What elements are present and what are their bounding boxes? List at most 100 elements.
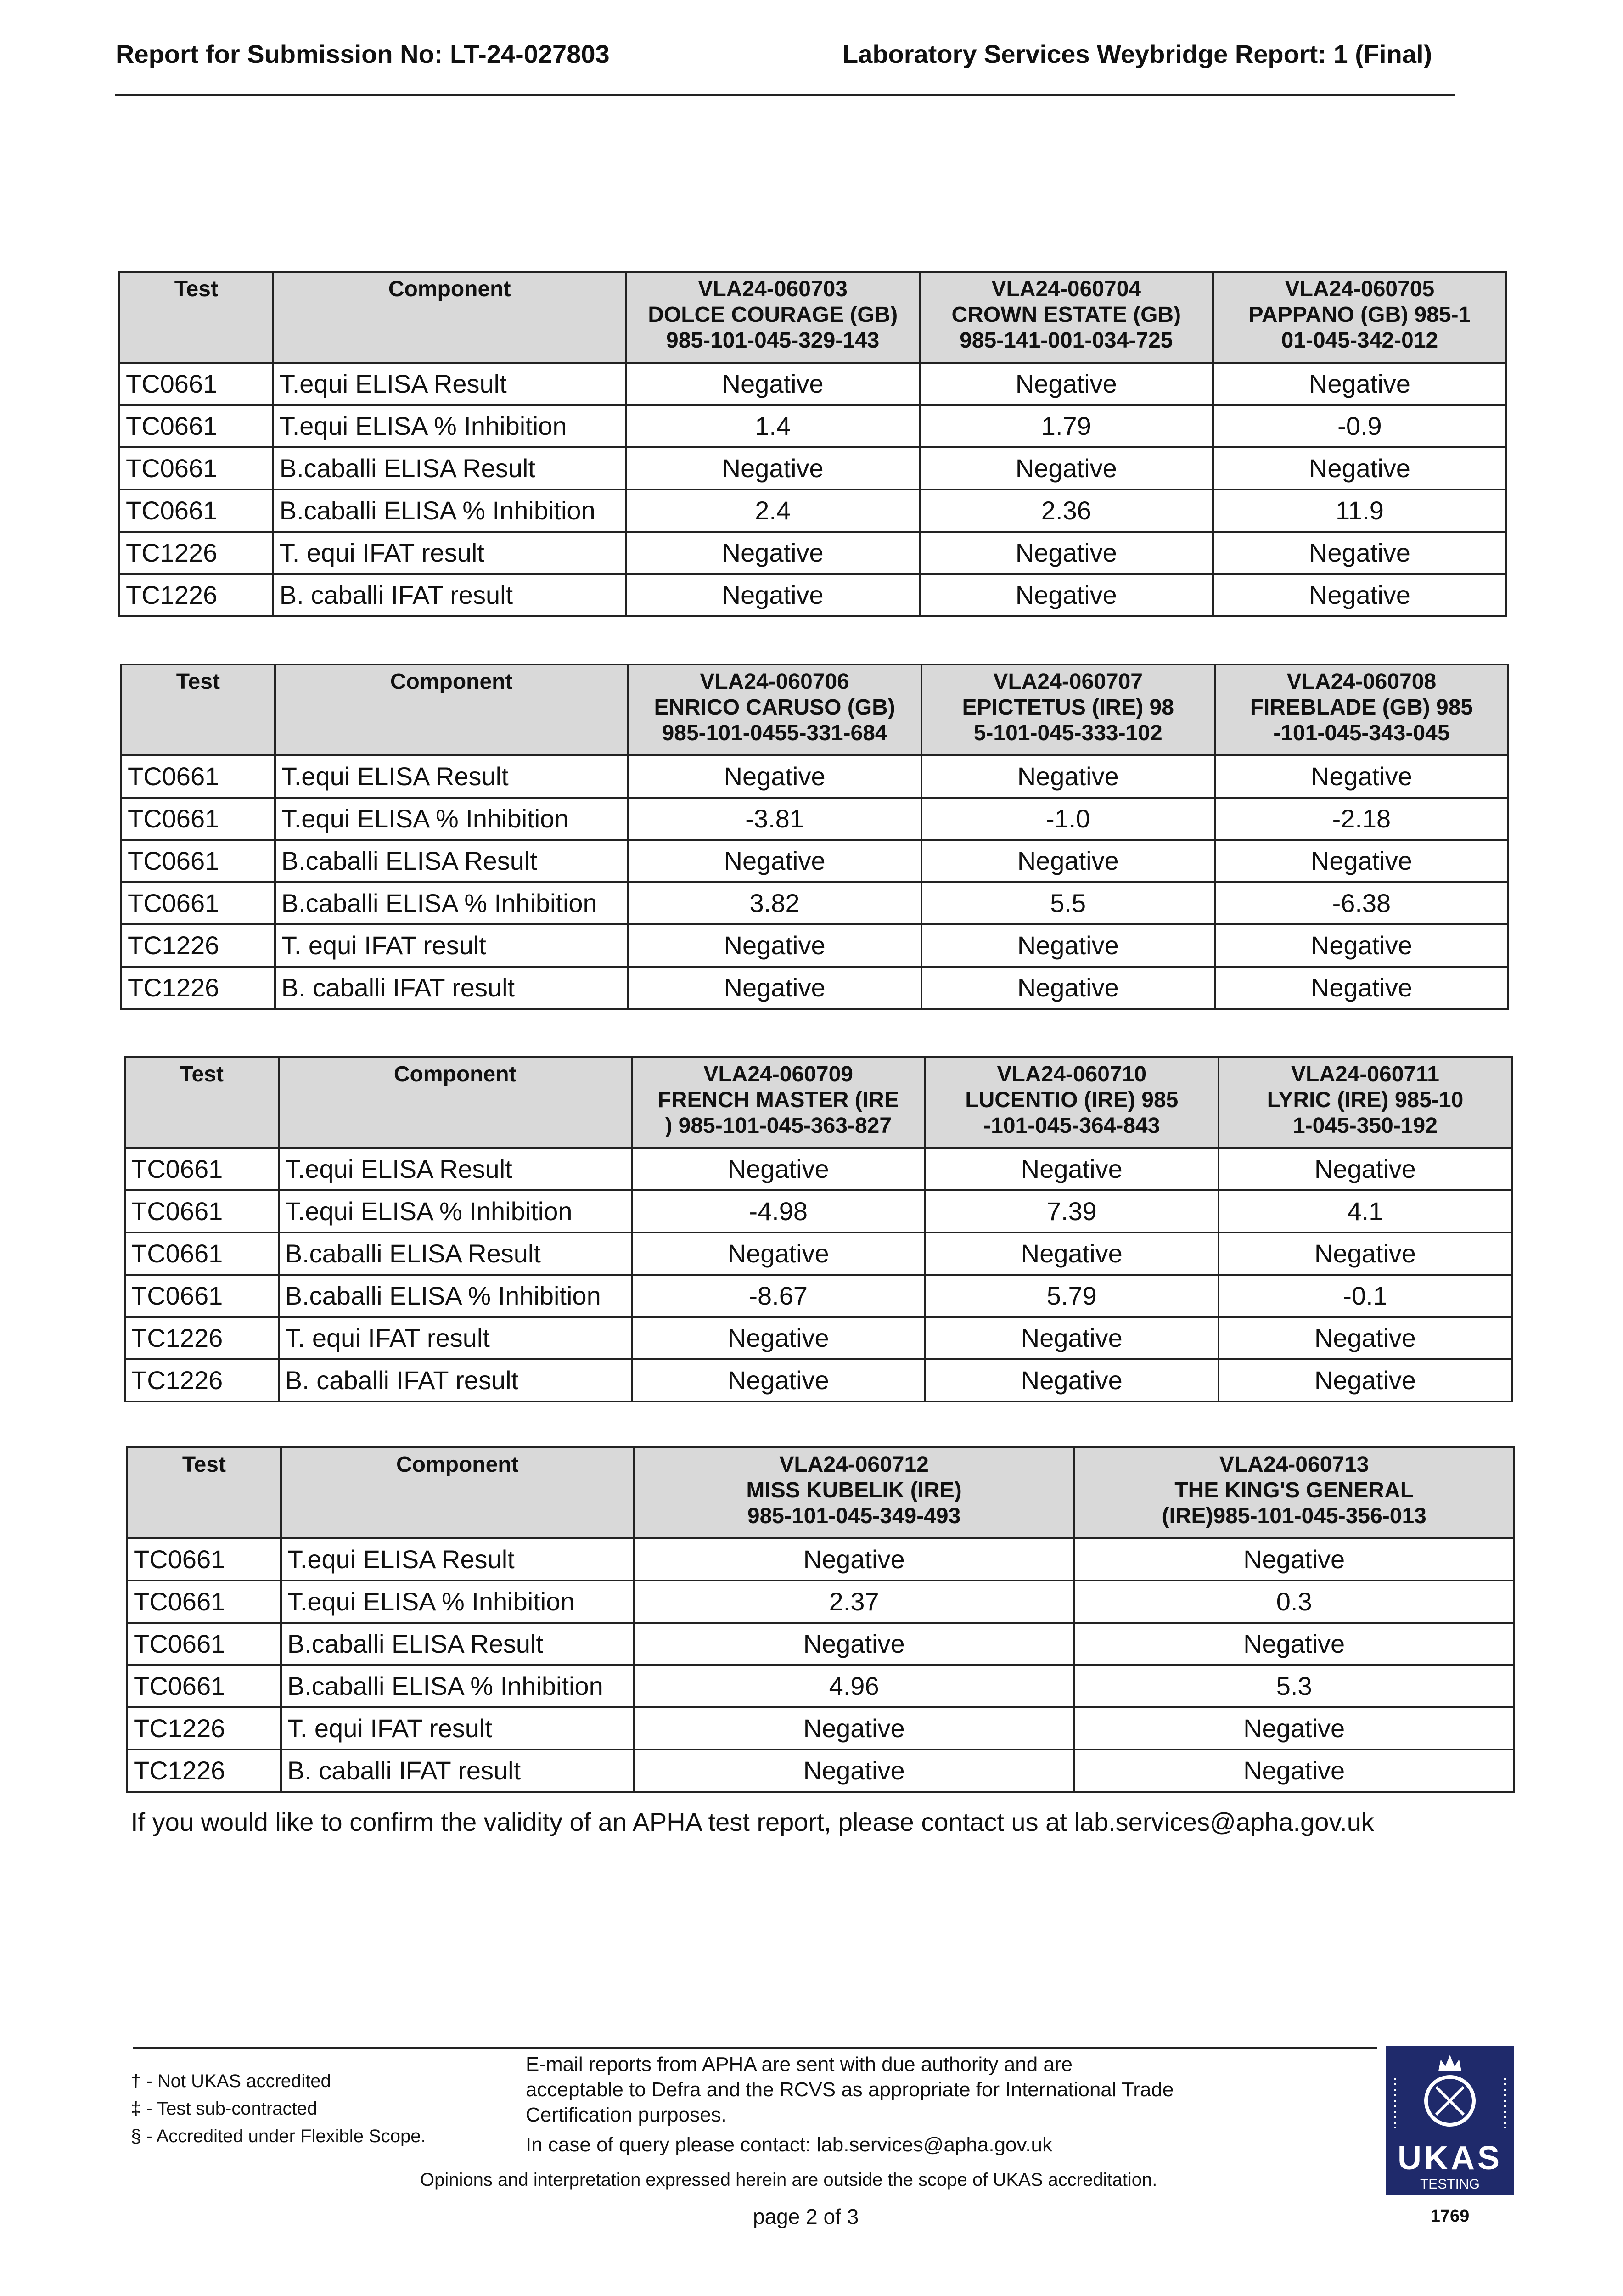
table-row: TC0661 B.caballi ELISA Result Negative Neg… [124, 1232, 1513, 1276]
results-table: Test Component VLA24-060709 FRENCH MASTE… [124, 1056, 1513, 1402]
result-value: -2.18 [1213, 797, 1510, 841]
result-value: Negative [1217, 1147, 1513, 1191]
result-value: Negative [918, 573, 1214, 617]
result-value: Negative [920, 966, 1216, 1010]
header-row: Test Component VLA24-060709 FRENCH MASTE… [124, 1056, 1513, 1149]
component-column-header: Component [277, 1056, 633, 1149]
table-row: TC0661 T.equi ELISA % Inhibition 1.4 1.79-… [118, 404, 1508, 448]
result-value: Negative [1213, 839, 1510, 883]
component-name: T.equi ELISA Result [277, 1147, 633, 1191]
horse-name: FRENCH MASTER (IRE [657, 1088, 899, 1112]
component-name: B.caballi ELISA Result [274, 839, 629, 883]
sample-column-header: VLA24-060704 CROWN ESTATE (GB) 985-141-0… [918, 271, 1214, 364]
result-value: Negative [1212, 446, 1508, 490]
result-value: -0.9 [1212, 404, 1508, 448]
opinion-disclaimer: Opinions and interpretation expressed he… [420, 2170, 1157, 2190]
microchip-number: 985-141-001-034-725 [960, 328, 1173, 353]
validity-note: If you would like to confirm the validit… [131, 1807, 1374, 1836]
header-row: Test Component VLA24-060706 ENRICO CARUS… [120, 664, 1510, 756]
result-value: Negative [1212, 531, 1508, 575]
lab-report-title: Laboratory Services Weybridge Report: 1 … [842, 39, 1432, 68]
test-code: TC1226 [120, 923, 276, 968]
test-code: TC0661 [120, 881, 276, 925]
test-code: TC1226 [126, 1749, 282, 1793]
footer-divider [133, 2047, 1377, 2049]
component-column-header: Component [280, 1446, 635, 1539]
table-row: TC0661 T.equi ELISA Result Negative Negati… [124, 1147, 1513, 1191]
test-code: TC0661 [126, 1622, 282, 1666]
result-value: 5.79 [924, 1274, 1219, 1318]
result-value: -6.38 [1213, 881, 1510, 925]
test-column-header: Test [120, 664, 276, 756]
test-code: TC0661 [126, 1664, 282, 1708]
email-notice-line: acceptable to Defra and the RCVS as appr… [526, 2078, 1174, 2101]
test-code: TC0661 [124, 1147, 280, 1191]
test-code: TC0661 [120, 797, 276, 841]
table-row: TC0661 T.equi ELISA Result Negative Negati… [118, 362, 1508, 406]
result-value: -3.81 [627, 797, 922, 841]
test-code: TC1226 [124, 1358, 280, 1402]
result-value: 1.4 [625, 404, 921, 448]
result-value: 5.5 [920, 881, 1216, 925]
result-value: 2.37 [633, 1580, 1075, 1624]
component-name: B.caballi ELISA Result [280, 1622, 635, 1666]
table-row: TC0661 B.caballi ELISA Result Negative Neg… [126, 1622, 1515, 1666]
header-row: Test Component VLA24-060703 DOLCE COURAG… [118, 271, 1508, 364]
component-column-header: Component [272, 271, 627, 364]
horse-name: ENRICO CARUSO (GB) [654, 695, 895, 720]
header-divider [115, 94, 1455, 96]
microchip-number: 01-045-342-012 [1281, 328, 1438, 353]
component-name: B.caballi ELISA % Inhibition [274, 881, 629, 925]
table-row: TC0661 B.caballi ELISA % Inhibition 3.82 5… [120, 881, 1510, 925]
sample-column-header: VLA24-060707 EPICTETUS (IRE) 98 5-101-04… [920, 664, 1216, 756]
result-value: Negative [1213, 754, 1510, 799]
result-value: Negative [627, 966, 922, 1010]
test-code: TC1226 [118, 531, 274, 575]
test-code: TC0661 [124, 1189, 280, 1233]
table-row: TC0661 T.equi ELISA % Inhibition -3.81 -1.… [120, 797, 1510, 841]
component-name: T.equi ELISA Result [274, 754, 629, 799]
result-value: 2.36 [918, 489, 1214, 533]
sample-id: VLA24-060709 [703, 1062, 853, 1086]
component-name: B. caballi IFAT result [280, 1749, 635, 1793]
sample-id: VLA24-060707 [993, 670, 1143, 694]
table-row: TC1226 B. caballi IFAT result Negative Neg… [118, 573, 1508, 617]
test-code: TC0661 [120, 754, 276, 799]
test-code: TC0661 [118, 489, 274, 533]
sample-column-header: VLA24-060712 MISS KUBELIK (IRE) 985-101-… [633, 1446, 1075, 1539]
component-name: T.equi ELISA Result [272, 362, 627, 406]
email-notice-line: Certification purposes. [526, 2104, 727, 2126]
result-value: Negative [920, 839, 1216, 883]
result-value: 11.9 [1212, 489, 1508, 533]
horse-name: FIREBLADE (GB) 985 [1250, 695, 1473, 720]
sample-id: VLA24-060703 [698, 277, 848, 301]
sample-id: VLA24-060711 [1291, 1062, 1439, 1086]
result-value: Negative [924, 1358, 1219, 1402]
table-row: TC1226 T. equi IFAT result Negative Negati… [120, 923, 1510, 968]
test-column-header: Test [118, 271, 274, 364]
ukas-accreditation-number: 1769 [1430, 2206, 1470, 2226]
result-value: Negative [633, 1622, 1075, 1666]
component-name: B.caballi ELISA % Inhibition [272, 489, 627, 533]
sample-column-header: VLA24-060710 LUCENTIO (IRE) 985 -101-045… [924, 1056, 1219, 1149]
result-value: Negative [1217, 1232, 1513, 1276]
test-code: TC0661 [126, 1537, 282, 1581]
ukas-logo-subtext: TESTING [1420, 2177, 1480, 2192]
horse-name: THE KING'S GENERAL [1174, 1478, 1414, 1503]
component-name: B. caballi IFAT result [272, 573, 627, 617]
microchip-number: -101-045-343-045 [1273, 721, 1450, 745]
horse-name: LUCENTIO (IRE) 985 [965, 1088, 1179, 1112]
result-value: Negative [633, 1706, 1075, 1750]
table-row: TC0661 B.caballi ELISA % Inhibition -8.67… [124, 1274, 1513, 1318]
component-name: T. equi IFAT result [272, 531, 627, 575]
sample-id: VLA24-060710 [997, 1062, 1147, 1086]
component-name: T. equi IFAT result [277, 1316, 633, 1360]
table-row: TC0661 B.caballi ELISA Result Negative Neg… [120, 839, 1510, 883]
result-value: Negative [627, 754, 922, 799]
result-value: 7.39 [924, 1189, 1219, 1233]
table-row: TC0661 B.caballi ELISA % Inhibition 4.96 5… [126, 1664, 1515, 1708]
test-code: TC0661 [124, 1274, 280, 1318]
test-code: TC0661 [118, 362, 274, 406]
result-value: 0.3 [1073, 1580, 1515, 1624]
ukas-logo: UKAS TESTING [1386, 2046, 1514, 2195]
